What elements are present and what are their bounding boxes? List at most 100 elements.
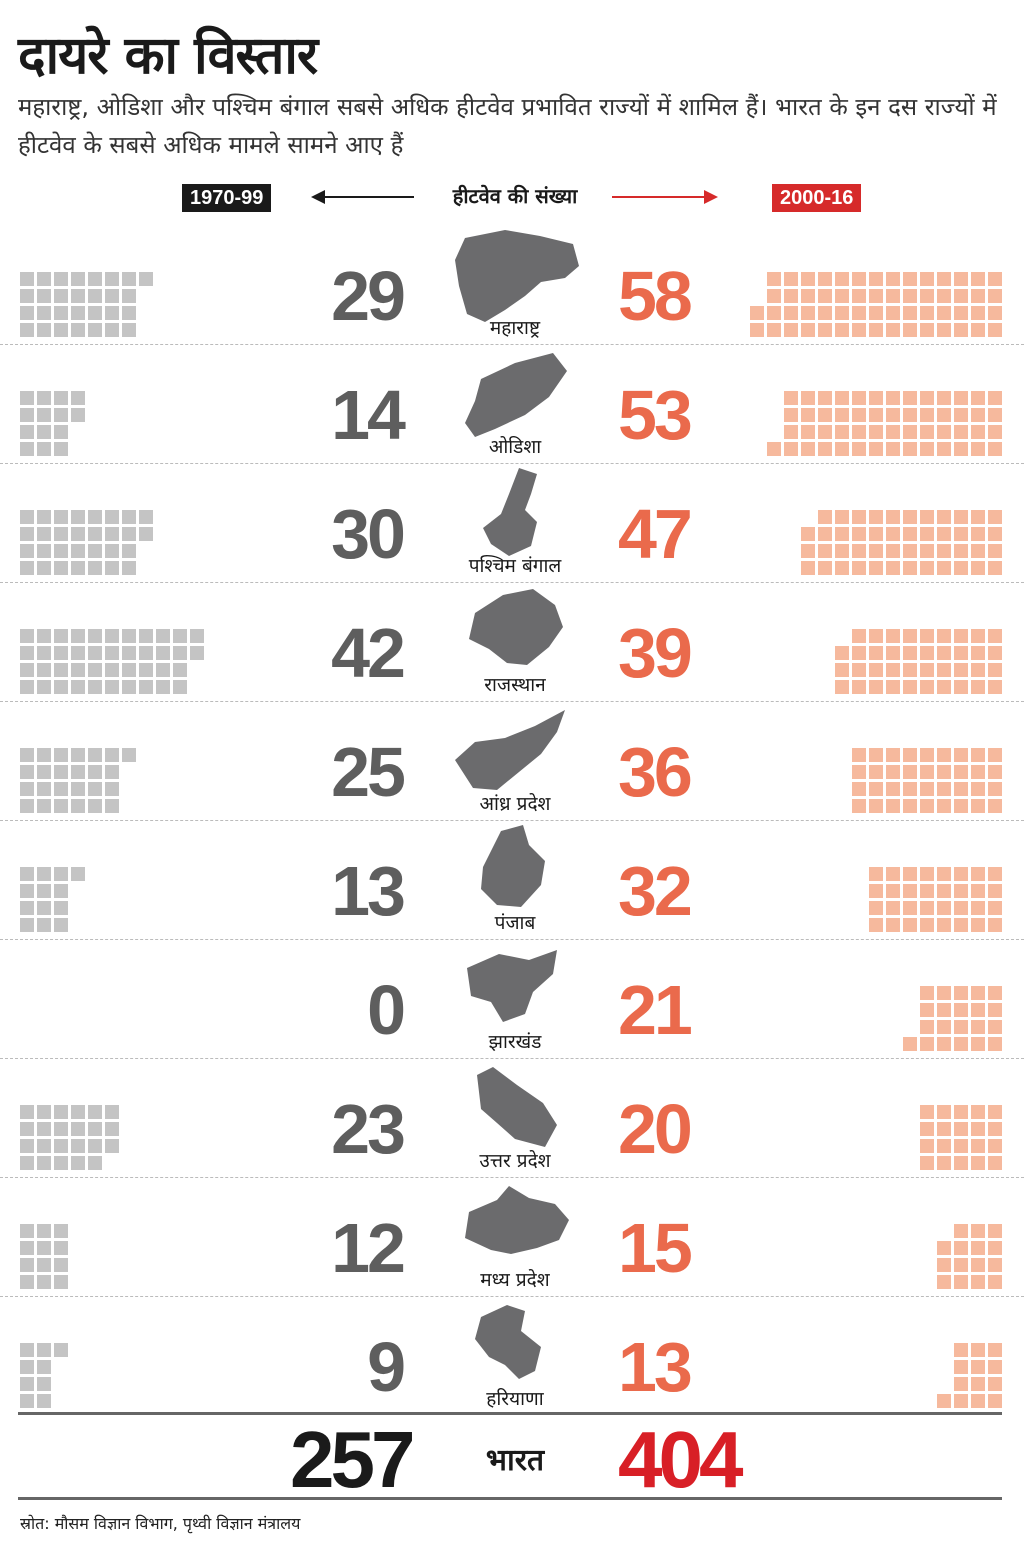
heatwave-square	[801, 289, 815, 303]
source-note: स्रोत: मौसम विज्ञान विभाग, पृथ्वी विज्ञा…	[20, 1514, 301, 1533]
heatwave-square	[988, 408, 1002, 422]
heatwave-square	[988, 782, 1002, 796]
page-title: दायरे का विस्तार	[18, 26, 318, 86]
heatwave-square	[971, 884, 985, 898]
heatwave-square	[71, 663, 85, 677]
heatwave-square	[954, 527, 968, 541]
heatwave-square	[988, 1139, 1002, 1153]
heatwave-square	[54, 1156, 68, 1170]
heatwave-square	[105, 544, 119, 558]
heatwave-square	[71, 391, 85, 405]
heatwave-square	[937, 663, 951, 677]
value-2000-16: 58	[618, 257, 693, 335]
heatwave-square	[937, 1156, 951, 1170]
heatwave-square	[971, 1258, 985, 1272]
heatwave-square	[852, 306, 866, 320]
heatwave-square	[869, 527, 883, 541]
heatwave-square	[852, 527, 866, 541]
heatwave-square	[988, 544, 1002, 558]
heatwave-square	[971, 527, 985, 541]
heatwave-square	[54, 884, 68, 898]
heatwave-square	[20, 782, 34, 796]
heatwave-square	[869, 867, 883, 881]
value-1970-99: 13	[331, 852, 406, 930]
heatwave-square	[954, 408, 968, 422]
dots-1970-99	[20, 857, 280, 937]
heatwave-square	[71, 1156, 85, 1170]
heatwave-square	[71, 646, 85, 660]
heatwave-square	[37, 799, 51, 813]
heatwave-square	[971, 306, 985, 320]
heatwave-square	[937, 1020, 951, 1034]
heatwave-square	[37, 782, 51, 796]
heatwave-square	[71, 306, 85, 320]
heatwave-square	[71, 510, 85, 524]
heatwave-square	[988, 1224, 1002, 1238]
dots-2000-16	[702, 1214, 1002, 1294]
heatwave-square	[852, 425, 866, 439]
heatwave-square	[784, 408, 798, 422]
heatwave-square	[971, 425, 985, 439]
heatwave-square	[20, 1139, 34, 1153]
heatwave-square	[869, 646, 883, 660]
heatwave-square	[971, 918, 985, 932]
heatwave-square	[920, 289, 934, 303]
dots-2000-16	[702, 619, 1002, 699]
heatwave-square	[869, 884, 883, 898]
heatwave-square	[767, 306, 781, 320]
heatwave-square	[105, 306, 119, 320]
value-1970-99: 29	[331, 257, 406, 335]
heatwave-square	[954, 1020, 968, 1034]
heatwave-square	[37, 306, 51, 320]
state-map-icon	[455, 230, 579, 322]
heatwave-square	[20, 629, 34, 643]
heatwave-square	[105, 510, 119, 524]
heatwave-square	[37, 748, 51, 762]
heatwave-square	[852, 544, 866, 558]
heatwave-square	[54, 544, 68, 558]
heatwave-square	[20, 1275, 34, 1289]
heatwave-square	[37, 629, 51, 643]
heatwave-square	[105, 323, 119, 337]
heatwave-square	[852, 323, 866, 337]
arrow-left-icon	[311, 190, 325, 204]
heatwave-square	[852, 646, 866, 660]
heatwave-square	[988, 1156, 1002, 1170]
heatwave-square	[835, 544, 849, 558]
heatwave-square	[37, 884, 51, 898]
page-subtitle: महाराष्ट्र, ओडिशा और पश्चिम बंगाल सबसे अ…	[18, 93, 997, 159]
heatwave-square	[971, 272, 985, 286]
heatwave-square	[988, 629, 1002, 643]
heatwave-square	[835, 646, 849, 660]
total-right-value: 404	[618, 1415, 744, 1504]
heatwave-square	[20, 391, 34, 405]
heatwave-square	[54, 646, 68, 660]
heatwave-square	[835, 561, 849, 575]
heatwave-square	[20, 425, 34, 439]
heatwave-square	[988, 510, 1002, 524]
heatwave-square	[937, 680, 951, 694]
dots-1970-99	[20, 500, 280, 580]
heatwave-square	[954, 1105, 968, 1119]
heatwave-square	[784, 391, 798, 405]
heatwave-square	[954, 1156, 968, 1170]
total-label: भारत	[485, 1443, 545, 1478]
heatwave-square	[37, 646, 51, 660]
heatwave-square	[903, 918, 917, 932]
heatwave-square	[903, 272, 917, 286]
heatwave-square	[903, 1037, 917, 1051]
heatwave-square	[920, 1139, 934, 1153]
heatwave-square	[954, 544, 968, 558]
heatwave-square	[767, 289, 781, 303]
heatwave-square	[886, 663, 900, 677]
heatwave-square	[869, 323, 883, 337]
heatwave-square	[20, 289, 34, 303]
heatwave-square	[852, 272, 866, 286]
heatwave-square	[818, 544, 832, 558]
state-name: झारखंड	[488, 1031, 542, 1053]
heatwave-square	[818, 306, 832, 320]
heatwave-square	[37, 765, 51, 779]
heatwave-square	[937, 799, 951, 813]
heatwave-square	[156, 680, 170, 694]
heatwave-square	[971, 544, 985, 558]
